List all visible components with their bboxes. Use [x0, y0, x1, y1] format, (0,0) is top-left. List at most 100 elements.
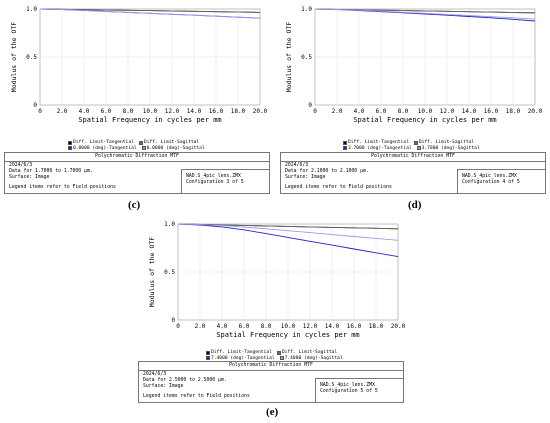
legend-label: 3.7000 (deg)-Sagittal — [421, 145, 480, 151]
info-surface: Surface: Image — [285, 175, 326, 180]
info-file: NAD.S_4pic_lens.ZMX — [462, 174, 517, 179]
y-tick-label: 0 — [33, 102, 37, 109]
legend-item: 7.4000 (deg)-Sagittal — [279, 355, 343, 362]
mtf-chart-e: 0 2.0 4.0 6.0 8.0 10.0 12.0 14.0 16.0 18.0 20.0 0 0.… — [148, 221, 406, 339]
y-axis-label: Modulus of the OTF — [148, 237, 156, 308]
series-line — [177, 223, 399, 258]
legend-item: 0.0000 (deg)-Sagittal — [141, 146, 205, 152]
x-tick-label: 0 — [38, 108, 42, 115]
x-tick-label: 12.0 — [303, 323, 318, 330]
legend-label: 7.4000 (deg)-Sagittal — [284, 355, 343, 361]
x-axis-label: Spatial Frequency in cycles per mm — [216, 331, 359, 339]
x-tick-label: 0 — [176, 323, 180, 330]
legend-item: 3.7000 (deg)-Sagittal — [416, 145, 480, 152]
x-tick-label: 10.0 — [281, 323, 296, 330]
series-line — [177, 223, 399, 241]
info-file: NAD.S_4pic_lens.ZMX — [186, 174, 241, 179]
series-swatch — [416, 146, 421, 151]
series-line — [314, 8, 536, 20]
x-tick-label: 18.0 — [369, 323, 384, 330]
series-swatch — [141, 146, 146, 151]
info-box-d: Polychromatic Diffraction MTF 2024/6/3 D… — [280, 152, 546, 194]
x-tick-label: 12.0 — [165, 108, 180, 115]
info-body: 2024/6/3 Data for 1.7000 to 1.7000 μm. S… — [9, 163, 93, 181]
info-file: NAD.S_4pic_lens.ZMX — [320, 383, 375, 388]
info-box-c: Polychromatic Diffraction MTF 2024/6/3 D… — [4, 152, 270, 194]
series-line — [39, 8, 261, 13]
series-swatch — [279, 356, 284, 361]
info-box-e: Polychromatic Diffraction MTF 2024/6/3 D… — [138, 361, 404, 403]
series-swatch — [206, 356, 210, 361]
series-swatch — [68, 140, 72, 145]
legend-item: Diff. Limit-Sagittal — [138, 140, 200, 146]
y-axis-label: Modulus of the OTF — [285, 22, 293, 93]
x-tick-label: 4.0 — [79, 108, 90, 115]
y-tick-label: 0.5 — [164, 269, 175, 276]
x-tick-label: 20.0 — [253, 108, 268, 115]
legend-label: Diff. Limit-Tangential — [73, 140, 134, 145]
x-tick-label: 20.0 — [528, 108, 543, 115]
info-legend-note: Legend items refer to Field positions — [285, 185, 392, 190]
legend-e: Diff. Limit-Tangential Diff. Limit-Sagit… — [206, 350, 343, 361]
x-tick-label: 6.0 — [376, 108, 387, 115]
y-tick-label: 0 — [308, 102, 312, 109]
info-legend-note: Legend items refer to Field positions — [9, 185, 116, 190]
info-config: Configuration 5 of 5 — [320, 389, 378, 394]
legend-item: Diff. Limit-Sagittal — [413, 140, 475, 146]
legend-item: 3.7000 (deg)-Tangential — [343, 146, 412, 152]
y-tick-label: 0.5 — [301, 54, 312, 61]
x-tick-label: 8.0 — [123, 108, 134, 115]
x-tick-label: 14.0 — [325, 323, 340, 330]
y-tick-label: 1.0 — [26, 6, 37, 13]
x-tick-label: 16.0 — [347, 323, 362, 330]
info-body: 2024/6/3 Data for 2.5000 to 2.5000 μm. S… — [143, 372, 227, 390]
info-data-for: Data for 1.7000 to 1.7000 μm. — [9, 169, 93, 174]
legend-label: Diff. Limit-Sagittal — [281, 350, 338, 355]
series-swatch — [413, 140, 418, 145]
info-file-box: NAD.S_4pic_lens.ZMX Configuration 5 of 5 — [315, 378, 403, 402]
x-tick-label: 10.0 — [418, 108, 433, 115]
legend-item: 0.0000 (deg)-Tangential — [68, 146, 137, 152]
mtf-chart-d: 0 2.0 4.0 6.0 8.0 10.0 12.0 14.0 16.0 18.0 20.0 0 0.… — [285, 6, 543, 124]
series-swatch — [276, 350, 281, 355]
legend-label: 0.0000 (deg)-Tangential — [73, 145, 137, 151]
info-date: 2024/6/3 — [9, 163, 33, 168]
x-tick-label: 6.0 — [101, 108, 112, 115]
x-tick-label: 8.0 — [398, 108, 409, 115]
x-tick-label: 16.0 — [484, 108, 499, 115]
x-tick-label: 2.0 — [195, 323, 206, 330]
info-date: 2024/6/3 — [285, 163, 309, 168]
y-axis-label: Modulus of the OTF — [10, 22, 18, 93]
mtf-chart-c: 0 2.0 4.0 6.0 8.0 10.0 12.0 14.0 16.0 18.0 20.0 0 0.… — [10, 6, 268, 124]
legend-item: Diff. Limit-Tangential — [206, 350, 272, 356]
x-tick-label: 4.0 — [354, 108, 365, 115]
panel-caption-c: (c) — [128, 199, 141, 211]
x-tick-label: 10.0 — [143, 108, 158, 115]
x-tick-label: 2.0 — [57, 108, 68, 115]
info-date: 2024/6/3 — [143, 372, 167, 377]
x-axis-label: Spatial Frequency in cycles per mm — [78, 116, 221, 124]
x-tick-label: 16.0 — [209, 108, 224, 115]
legend-item: 7.4000 (deg)-Tangential — [206, 356, 275, 362]
info-data-for: Data for 2.1000 to 2.1000 μm. — [285, 169, 369, 174]
x-tick-label: 2.0 — [332, 108, 343, 115]
info-config: Configuration 4 of 5 — [462, 180, 520, 185]
info-data-for: Data for 2.5000 to 2.5000 μm. — [143, 378, 227, 383]
y-tick-label: 0.5 — [26, 54, 37, 61]
panel-caption-e: (e) — [266, 406, 279, 418]
info-body: 2024/6/3 Data for 2.1000 to 2.1000 μm. S… — [285, 163, 369, 181]
x-tick-label: 14.0 — [187, 108, 202, 115]
legend-label: Diff. Limit-Sagittal — [143, 140, 200, 145]
info-surface: Surface: Image — [143, 384, 184, 389]
series-swatch — [343, 146, 347, 151]
mtf-panel-c: 0 2.0 4.0 6.0 8.0 10.0 12.0 14.0 16.0 18.0 20.0 0 0.… — [0, 0, 275, 215]
x-tick-label: 18.0 — [231, 108, 246, 115]
x-tick-label: 6.0 — [239, 323, 250, 330]
legend-d: Diff. Limit-Tangential Diff. Limit-Sagit… — [343, 140, 480, 151]
legend-label: Diff. Limit-Sagittal — [418, 140, 475, 145]
x-tick-label: 12.0 — [440, 108, 455, 115]
x-tick-label: 8.0 — [261, 323, 272, 330]
info-legend-note: Legend items refer to Field positions — [143, 394, 250, 399]
legend-label: 7.4000 (deg)-Tangential — [211, 355, 275, 361]
info-title: Polychromatic Diffraction MTF — [139, 362, 403, 371]
